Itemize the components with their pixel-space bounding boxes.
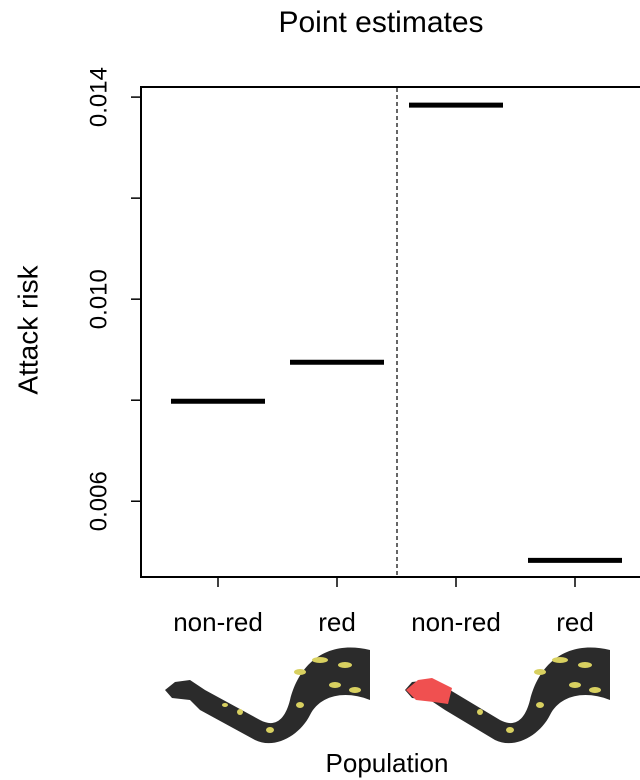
y-axis-label: Attack risk (12, 264, 43, 394)
x-tick-label: non-red (173, 607, 263, 637)
chart-title: Point estimates (278, 6, 483, 39)
plot-frame (140, 86, 640, 578)
x-tick-label: non-red (411, 607, 501, 637)
x-tick-label: red (556, 607, 594, 637)
y-tick-label: 0.010 (85, 269, 112, 329)
x-tick-label: red (318, 607, 356, 637)
salamander-right (405, 647, 610, 744)
y-tick-label: 0.006 (85, 471, 112, 531)
y-tick-label: 0.014 (85, 67, 112, 127)
salamander-left (165, 647, 370, 744)
x-axis-label: Population (326, 748, 449, 778)
